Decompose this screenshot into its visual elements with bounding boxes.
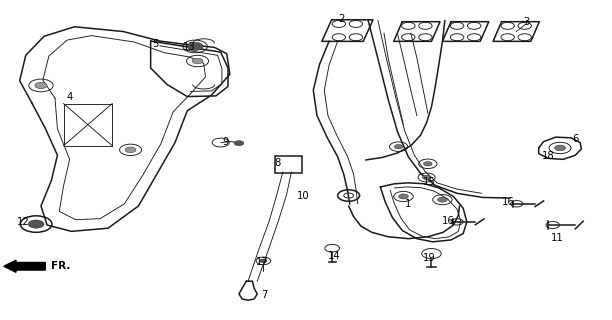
Text: 17: 17 [256, 257, 269, 267]
Text: 11: 11 [551, 233, 564, 243]
FancyArrow shape [4, 260, 45, 272]
Text: 12: 12 [17, 217, 30, 227]
Circle shape [554, 145, 565, 151]
Text: 2: 2 [338, 14, 345, 24]
Circle shape [125, 147, 136, 153]
Circle shape [35, 82, 47, 89]
Text: 6: 6 [572, 134, 578, 144]
Text: 1: 1 [405, 199, 411, 209]
Circle shape [187, 42, 203, 51]
Text: 10: 10 [297, 191, 310, 202]
Text: 7: 7 [261, 290, 268, 300]
Circle shape [422, 175, 431, 180]
Text: 3: 3 [523, 17, 529, 27]
Text: 4: 4 [67, 92, 73, 101]
Text: 8: 8 [274, 158, 280, 168]
Text: 13: 13 [183, 42, 195, 52]
Text: 5: 5 [152, 39, 159, 49]
Text: 18: 18 [542, 151, 554, 161]
Circle shape [28, 220, 44, 228]
Text: 14: 14 [327, 251, 340, 261]
FancyBboxPatch shape [275, 156, 302, 173]
Text: 16: 16 [502, 197, 515, 207]
Text: FR.: FR. [51, 261, 71, 271]
Circle shape [192, 58, 203, 64]
Text: 16: 16 [442, 216, 454, 226]
Text: 9: 9 [222, 137, 229, 147]
Text: 15: 15 [423, 177, 435, 187]
Circle shape [259, 259, 267, 263]
Circle shape [424, 162, 432, 166]
Circle shape [398, 194, 408, 199]
Circle shape [438, 197, 447, 202]
Circle shape [234, 141, 244, 146]
Text: 19: 19 [424, 253, 436, 263]
Circle shape [394, 144, 403, 149]
